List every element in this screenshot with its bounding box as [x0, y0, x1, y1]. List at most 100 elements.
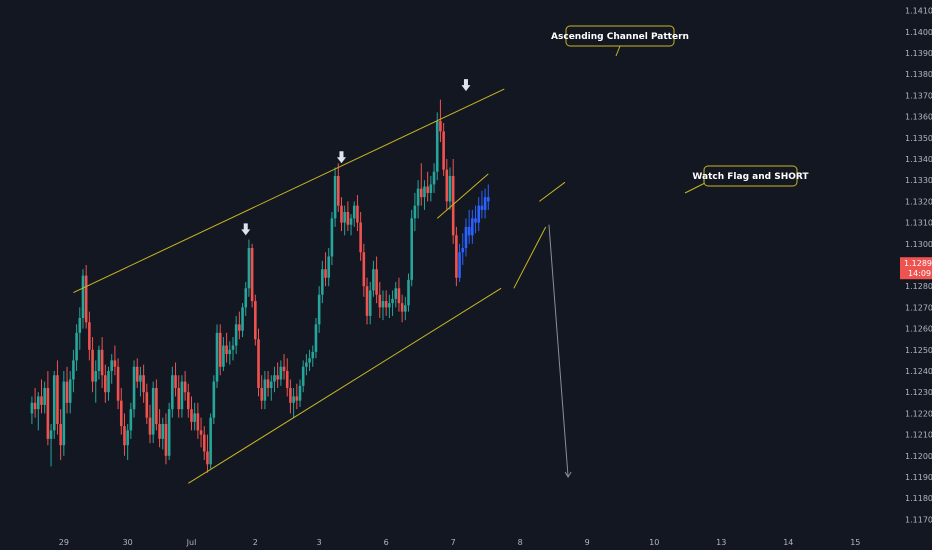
candle[interactable] — [59, 409, 62, 461]
candle[interactable] — [33, 387, 37, 418]
candle[interactable] — [289, 379, 292, 414]
candle[interactable] — [244, 281, 248, 316]
candle[interactable] — [356, 195, 359, 232]
candle[interactable] — [129, 402, 133, 439]
candle[interactable] — [62, 371, 66, 456]
candle[interactable] — [119, 387, 123, 435]
candle[interactable] — [116, 358, 120, 410]
candle[interactable] — [186, 383, 190, 418]
candle[interactable] — [343, 205, 346, 236]
candle[interactable] — [142, 364, 145, 403]
candle[interactable] — [285, 358, 289, 397]
projection-candle[interactable] — [464, 218, 468, 257]
candle[interactable] — [432, 163, 436, 193]
candle[interactable] — [426, 171, 429, 202]
candle[interactable] — [435, 112, 439, 181]
candle[interactable] — [145, 383, 149, 424]
candle[interactable] — [30, 396, 34, 424]
candle[interactable] — [365, 277, 369, 325]
candle[interactable] — [139, 366, 142, 397]
candle[interactable] — [362, 243, 366, 297]
candle[interactable] — [110, 354, 114, 384]
candle[interactable] — [333, 167, 337, 227]
candle[interactable] — [56, 360, 59, 435]
candle[interactable] — [372, 260, 375, 297]
inner-trendline[interactable] — [436, 173, 489, 219]
candle[interactable] — [190, 396, 193, 431]
candle[interactable] — [231, 337, 235, 361]
candle[interactable] — [282, 354, 286, 380]
candle[interactable] — [292, 387, 295, 418]
projection-candle[interactable] — [467, 209, 471, 244]
candle[interactable] — [314, 318, 318, 359]
candle[interactable] — [279, 360, 283, 386]
candle[interactable] — [317, 286, 321, 333]
candle[interactable] — [352, 201, 356, 227]
projection-candle[interactable] — [471, 209, 474, 244]
flag-upper-line[interactable] — [539, 181, 566, 202]
candle[interactable] — [442, 122, 445, 176]
flag-lower-line[interactable] — [513, 226, 547, 289]
candle[interactable] — [183, 371, 187, 401]
candle[interactable] — [381, 290, 385, 321]
candle[interactable] — [222, 337, 225, 371]
candle[interactable] — [218, 324, 222, 376]
candle[interactable] — [46, 371, 50, 446]
candle[interactable] — [397, 277, 401, 312]
candle[interactable] — [321, 260, 324, 304]
projection-candle[interactable] — [477, 197, 481, 232]
candle[interactable] — [107, 366, 110, 401]
projection-candle[interactable] — [474, 205, 477, 234]
candle[interactable] — [174, 362, 177, 397]
candle[interactable] — [448, 167, 452, 210]
candle[interactable] — [394, 281, 398, 308]
candle[interactable] — [455, 226, 458, 287]
candle[interactable] — [155, 379, 158, 431]
candle[interactable] — [202, 426, 206, 461]
candle[interactable] — [94, 360, 98, 403]
candle[interactable] — [413, 192, 417, 232]
candle[interactable] — [97, 345, 101, 380]
candle[interactable] — [330, 212, 334, 265]
candle[interactable] — [254, 294, 257, 346]
candle[interactable] — [301, 360, 305, 393]
candle[interactable] — [75, 324, 78, 371]
candle[interactable] — [439, 99, 442, 143]
candle[interactable] — [100, 337, 104, 388]
candle[interactable] — [78, 307, 82, 350]
projection-candle[interactable] — [480, 190, 484, 219]
candle[interactable] — [148, 404, 152, 444]
candle[interactable] — [126, 424, 129, 461]
candle[interactable] — [311, 345, 315, 367]
candle[interactable] — [212, 375, 216, 424]
candle[interactable] — [68, 371, 72, 414]
candle[interactable] — [81, 269, 85, 329]
candle[interactable] — [295, 383, 299, 410]
candle[interactable] — [158, 409, 161, 448]
price-axis[interactable]: 1.14100 1.14000 1.13900 1.13800 1.13700 1.136… — [900, 0, 932, 550]
candle[interactable] — [167, 402, 171, 461]
candle[interactable] — [234, 315, 238, 355]
candle[interactable] — [359, 212, 362, 261]
candle[interactable] — [388, 294, 391, 318]
candle[interactable] — [228, 341, 232, 365]
candle[interactable] — [215, 324, 219, 388]
candle[interactable] — [276, 362, 279, 388]
candle[interactable] — [419, 163, 423, 206]
candle[interactable] — [324, 252, 327, 287]
projection-candle[interactable] — [483, 188, 487, 219]
candle[interactable] — [113, 345, 117, 376]
candle[interactable] — [199, 417, 203, 448]
candle[interactable] — [349, 214, 353, 236]
candle[interactable] — [269, 375, 273, 401]
candle[interactable] — [171, 366, 174, 418]
candle[interactable] — [257, 328, 260, 397]
candle[interactable] — [151, 381, 155, 444]
candle[interactable] — [193, 402, 196, 431]
candle[interactable] — [206, 434, 209, 473]
candle[interactable] — [132, 360, 136, 418]
channel-support-line[interactable] — [188, 287, 502, 484]
channel-resistance-line[interactable] — [73, 88, 505, 294]
candle[interactable] — [247, 239, 251, 297]
